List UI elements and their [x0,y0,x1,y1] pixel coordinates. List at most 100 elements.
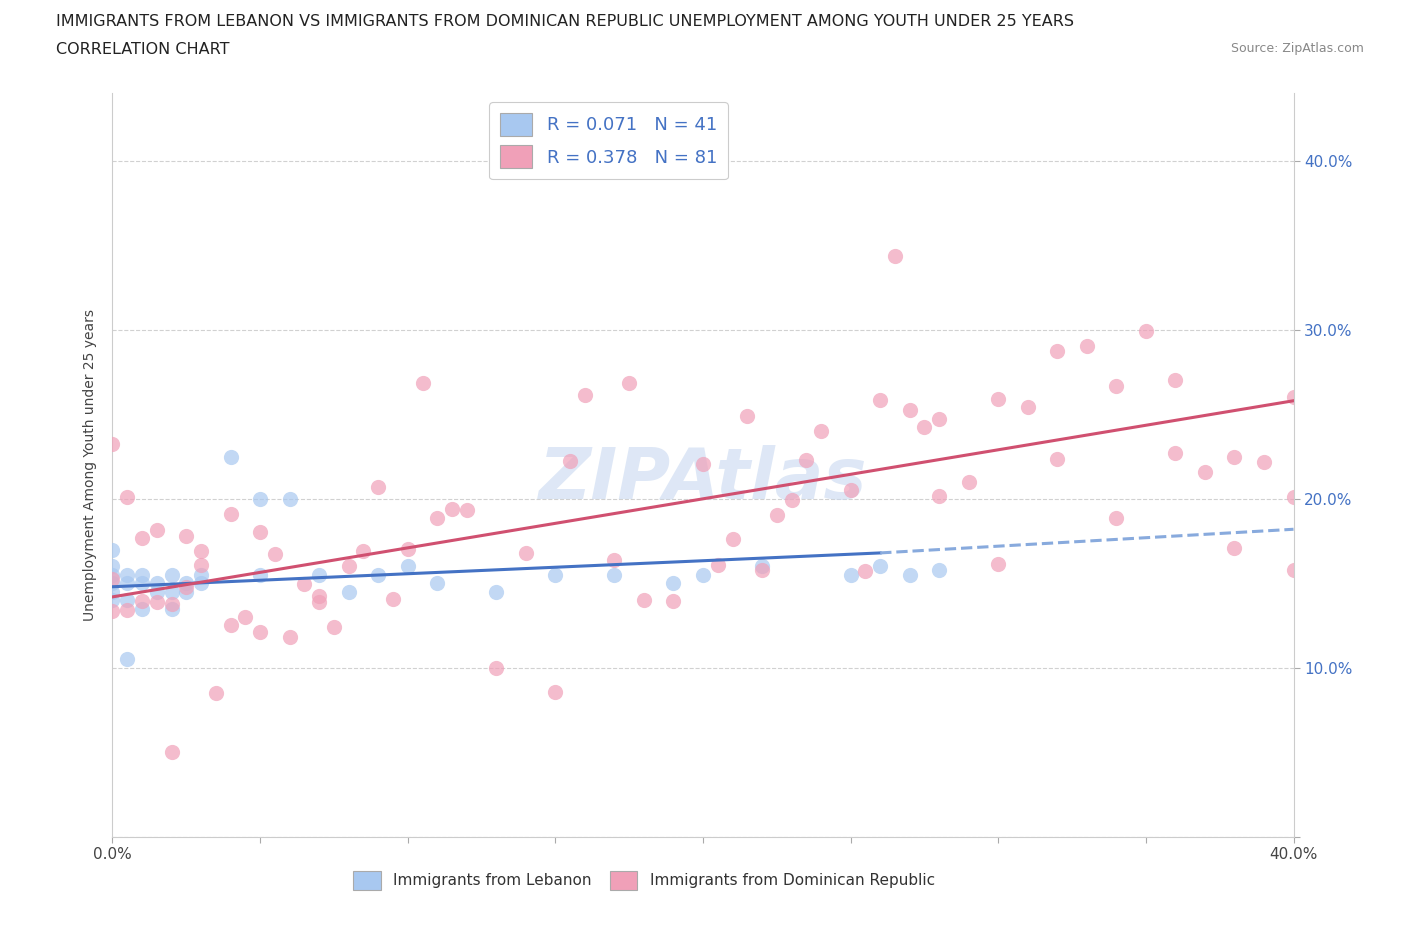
Point [174,579,197,594]
Point [1046,452,1069,467]
Point [117,489,138,504]
Point [1046,344,1069,359]
Point [160,567,183,582]
Point [101,559,124,574]
Text: ZIPAtlas: ZIPAtlas [538,445,868,514]
Point [692,567,714,582]
Point [233,610,256,625]
Point [796,453,818,468]
Point [692,456,714,471]
Point [117,652,138,667]
Point [957,474,980,489]
Point [515,545,537,560]
Point [219,449,242,464]
Point [1223,450,1246,465]
Point [1253,455,1275,470]
Point [1282,390,1305,405]
Point [485,584,508,599]
Point [219,507,242,522]
Point [117,603,138,618]
Point [174,584,197,599]
Point [367,567,389,582]
Y-axis label: Unemployment Among Youth under 25 years: Unemployment Among Youth under 25 years [83,309,97,621]
Point [101,542,124,557]
Point [249,525,271,539]
Point [308,595,330,610]
Point [737,408,759,423]
Point [456,503,478,518]
Point [367,480,389,495]
Point [146,576,169,591]
Point [928,412,950,427]
Point [662,593,685,608]
Point [721,531,744,546]
Point [146,523,169,538]
Point [174,529,197,544]
Point [131,576,153,591]
Point [101,592,124,607]
Point [131,531,153,546]
Point [619,376,641,391]
Point [337,584,360,599]
Point [146,584,169,599]
Point [766,508,789,523]
Point [337,558,360,573]
Point [1164,373,1187,388]
Point [1105,379,1128,393]
Point [396,559,419,574]
Point [264,547,287,562]
Point [928,489,950,504]
Point [396,541,419,556]
Point [101,604,124,618]
Point [544,567,567,582]
Point [101,584,124,599]
Point [633,593,655,608]
Point [190,558,212,573]
Point [249,567,271,582]
Point [1164,446,1187,461]
Point [662,576,685,591]
Point [205,685,228,700]
Point [131,602,153,617]
Point [574,388,596,403]
Point [706,558,728,573]
Point [352,543,374,558]
Point [544,684,567,699]
Point [411,375,433,390]
Point [558,454,582,469]
Point [146,594,169,609]
Point [441,501,464,516]
Point [603,552,626,567]
Point [485,661,508,676]
Text: Source: ZipAtlas.com: Source: ZipAtlas.com [1230,42,1364,55]
Text: IMMIGRANTS FROM LEBANON VS IMMIGRANTS FROM DOMINICAN REPUBLIC UNEMPLOYMENT AMONG: IMMIGRANTS FROM LEBANON VS IMMIGRANTS FR… [56,14,1074,29]
Point [603,567,626,582]
Point [249,491,271,506]
Point [131,593,153,608]
Point [190,567,212,582]
Point [117,592,138,607]
Point [117,567,138,582]
Point [751,559,773,574]
Point [190,544,212,559]
Point [780,493,803,508]
Point [160,584,183,599]
Point [101,576,124,591]
Point [1105,511,1128,525]
Point [869,559,891,574]
Point [101,571,124,586]
Point [160,596,183,611]
Point [751,563,773,578]
Point [1223,540,1246,555]
Point [174,576,197,591]
Point [426,576,449,591]
Point [1135,324,1157,339]
Point [292,577,315,591]
Point [1194,464,1216,479]
Point [898,403,921,418]
Legend: Immigrants from Lebanon, Immigrants from Dominican Republic: Immigrants from Lebanon, Immigrants from… [347,865,941,897]
Point [190,576,212,591]
Point [382,591,405,606]
Text: CORRELATION CHART: CORRELATION CHART [56,42,229,57]
Point [160,602,183,617]
